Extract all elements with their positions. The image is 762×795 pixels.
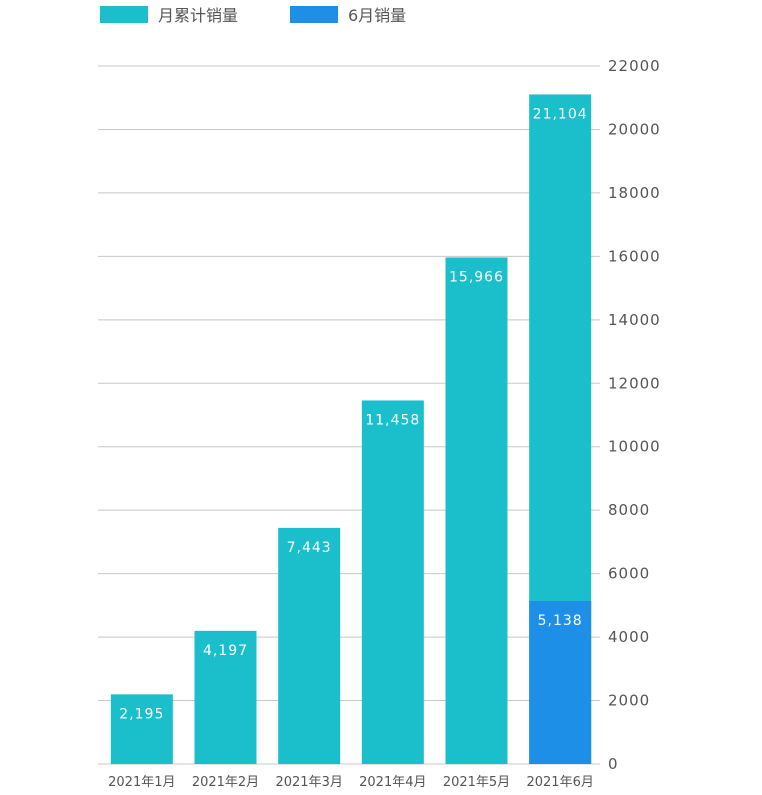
legend-item-cumulative: 月累计销量	[100, 2, 238, 26]
data-label: 15,966	[449, 269, 504, 285]
bar-cumulative	[110, 694, 173, 764]
bar-cumulative	[194, 630, 257, 764]
y-axis: 0 2000 4000 6000 8000 10000 12000 14000 16000 180…	[608, 57, 661, 773]
bar-cumulative	[361, 400, 424, 764]
data-label: 7,443	[287, 540, 332, 556]
legend-swatch-cumulative	[100, 5, 148, 23]
y-tick-label: 2000	[608, 692, 650, 710]
y-tick-label: 18000	[608, 184, 661, 202]
legend-item-june: 6月销量	[290, 2, 406, 26]
y-tick-label: 16000	[608, 247, 661, 265]
x-tick-label: 2021年4月	[359, 775, 426, 790]
bar-layer	[110, 94, 592, 765]
label-layer: 2,195 4,197 7,443 11,458 15,966 5,138 21,104	[119, 106, 588, 722]
data-label: 4,197	[203, 643, 248, 659]
y-tick-label: 8000	[608, 501, 650, 519]
x-tick-label: 2021年1月	[108, 775, 175, 790]
data-label: 11,458	[365, 412, 420, 428]
data-label: 21,104	[533, 106, 588, 122]
x-axis: 2021年1月 2021年2月 2021年3月 2021年4月 2021年5月 2021年…	[108, 775, 594, 790]
x-tick-label: 2021年3月	[275, 775, 342, 790]
grid-layer	[98, 65, 600, 765]
data-label-june: 5,138	[538, 613, 583, 629]
data-label: 2,195	[119, 706, 164, 722]
x-tick-label: 2021年5月	[443, 775, 510, 790]
y-tick-label: 4000	[608, 628, 650, 646]
x-tick-label: 2021年6月	[526, 775, 593, 790]
y-tick-label: 22000	[608, 57, 661, 75]
y-tick-label: 14000	[608, 311, 661, 329]
x-tick-label: 2021年2月	[192, 775, 259, 790]
legend-swatch-june	[290, 5, 338, 23]
y-tick-label: 6000	[608, 565, 650, 583]
bar-june	[529, 600, 592, 764]
y-tick-label: 12000	[608, 374, 661, 392]
bar-cumulative	[278, 527, 341, 764]
y-tick-label: 10000	[608, 438, 661, 456]
bar-cumulative	[445, 257, 508, 764]
y-tick-label: 0	[608, 755, 619, 773]
legend-label-june: 6月销量	[348, 6, 407, 25]
legend-label-cumulative: 月累计销量	[158, 6, 239, 25]
y-tick-label: 20000	[608, 120, 661, 138]
